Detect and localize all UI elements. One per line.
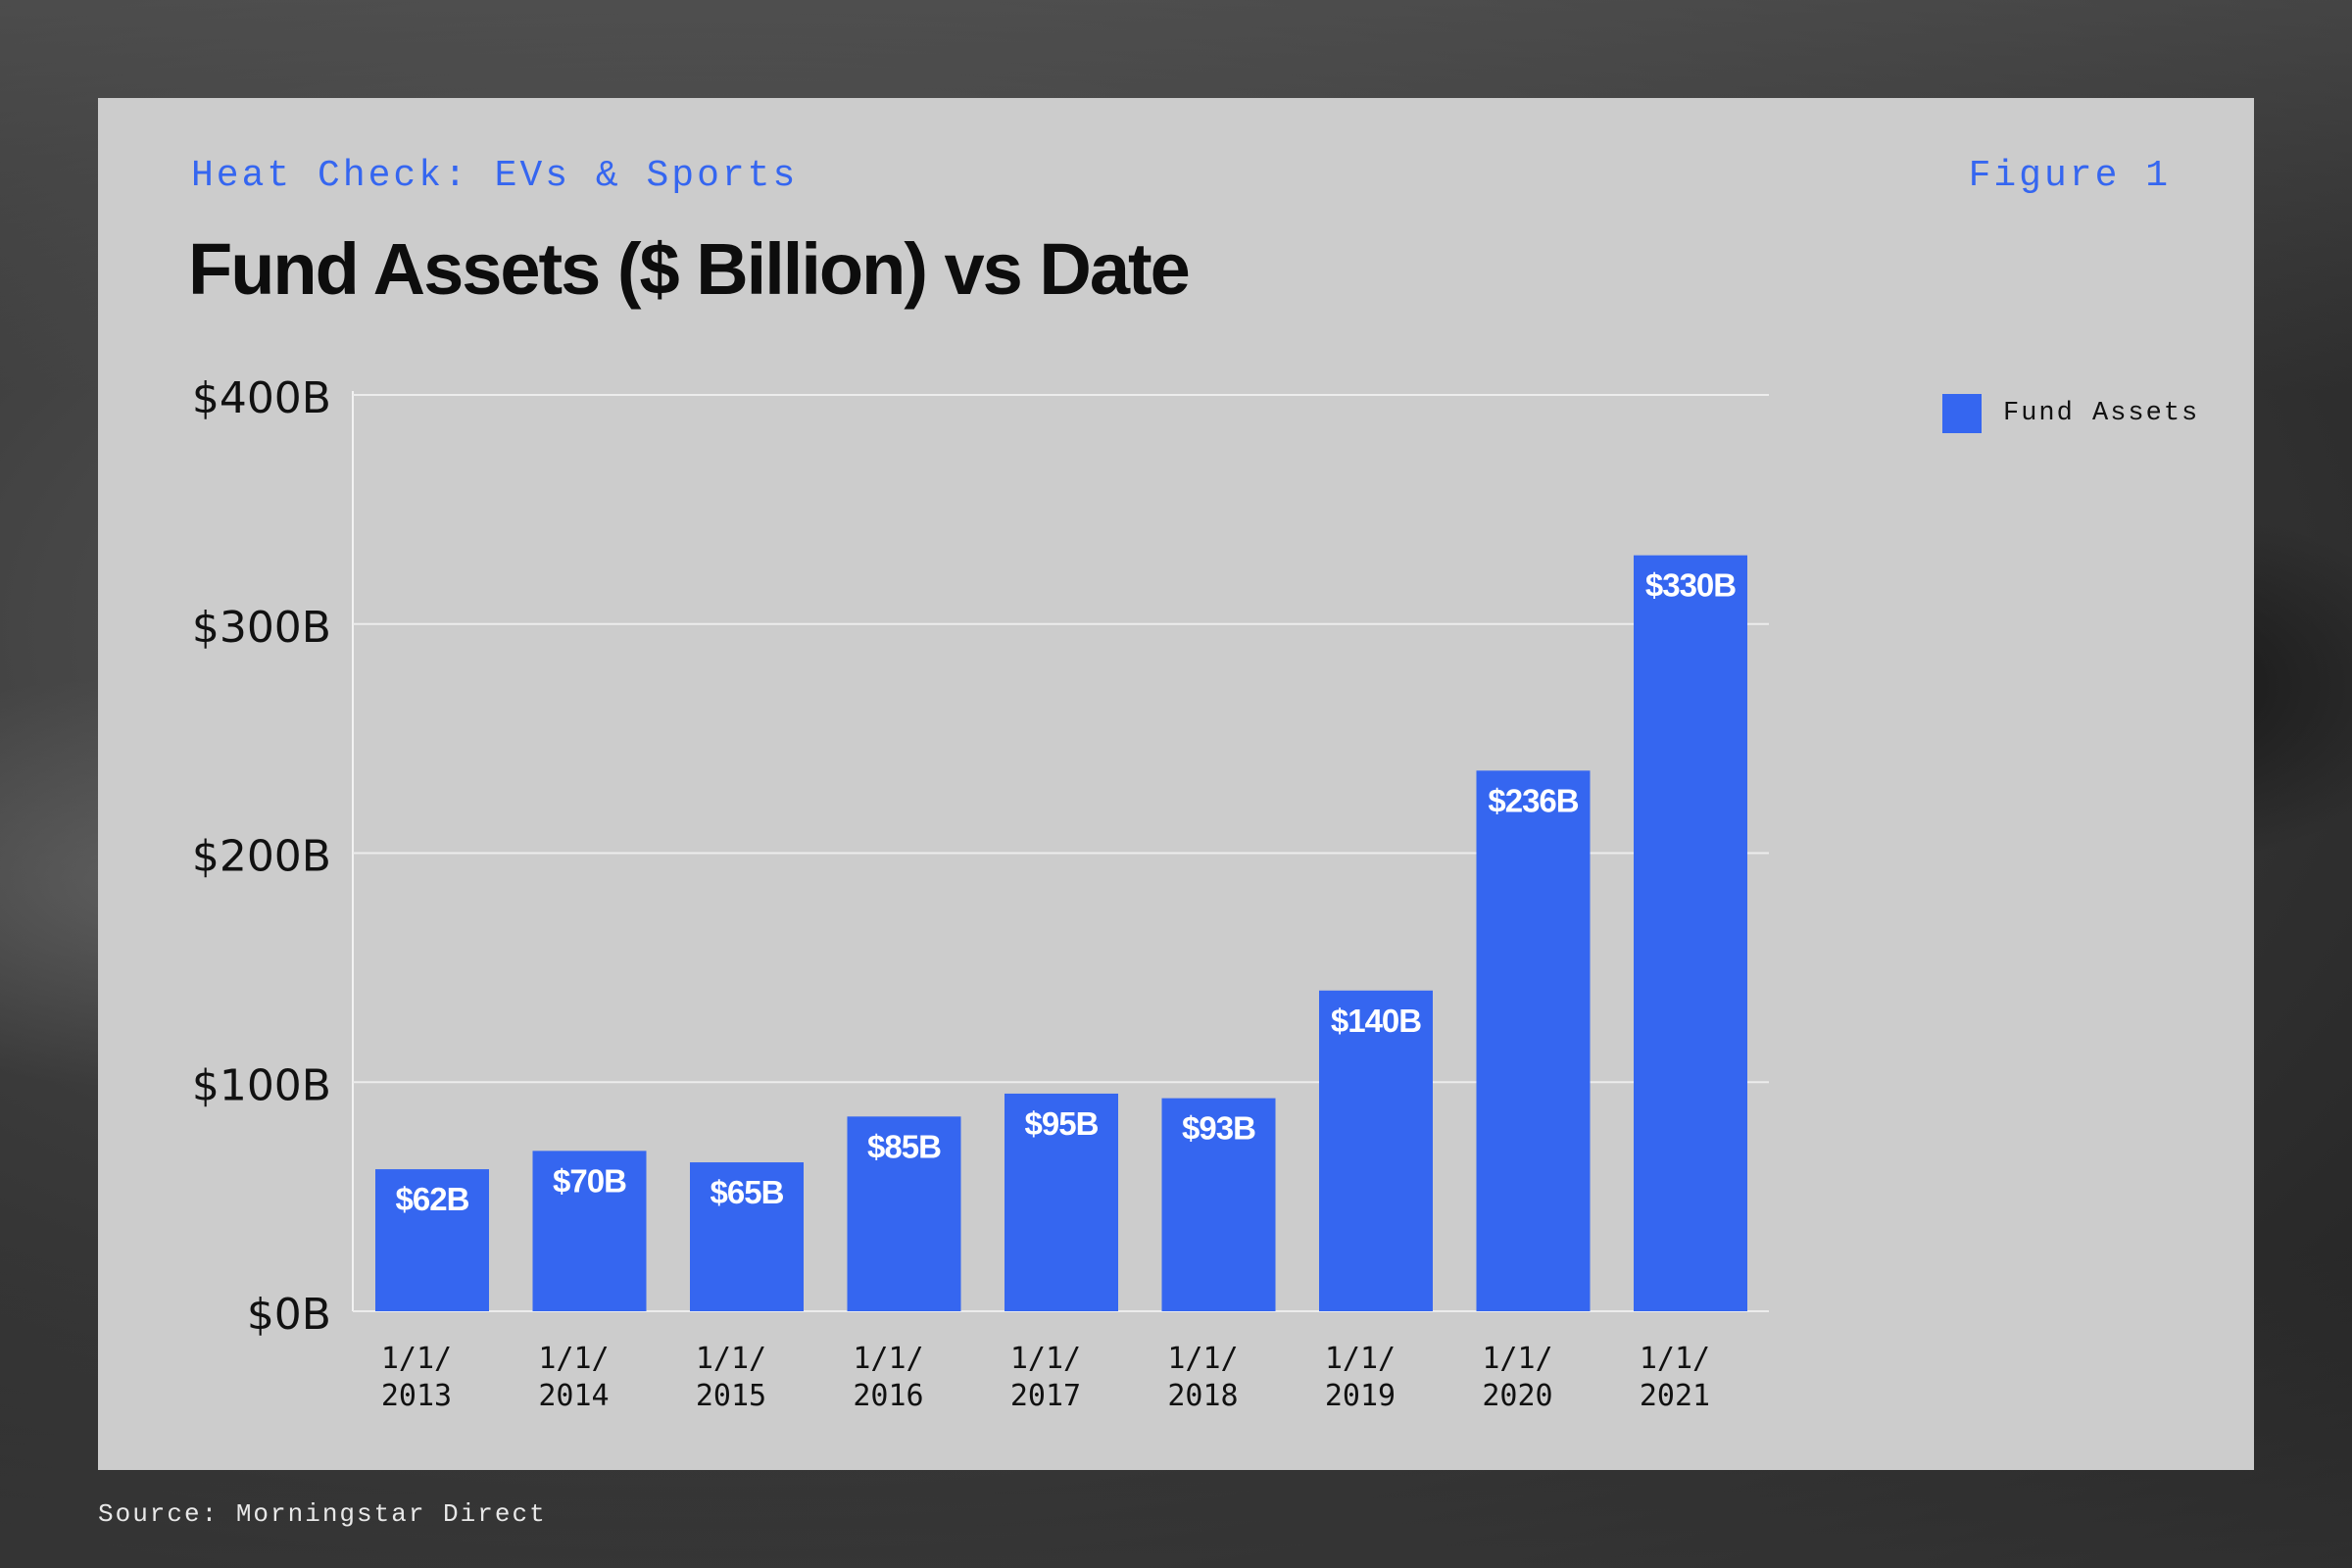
x-tick-label: 1/1/: [696, 1342, 766, 1376]
bar-data-label: $236B: [1488, 782, 1578, 818]
bar: [1319, 990, 1433, 1311]
x-tick-label: 2018: [1167, 1379, 1238, 1413]
y-tick-label: $200B: [192, 832, 331, 882]
y-tick-label: $100B: [192, 1060, 331, 1110]
bars: [375, 555, 1747, 1311]
x-tick-label: 2016: [853, 1379, 923, 1413]
x-tick-label: 1/1/: [381, 1342, 452, 1376]
legend-label-fund-assets: Fund Assets: [2003, 399, 2200, 428]
source-note: Source: Morningstar Direct: [98, 1499, 547, 1529]
bar: [847, 1116, 961, 1311]
bar: [1476, 770, 1591, 1311]
bar-data-label: $140B: [1331, 1003, 1421, 1039]
x-axis-tick-labels: 1/1/20131/1/20141/1/20151/1/20161/1/2017…: [381, 1342, 1710, 1413]
x-tick-label: 1/1/: [1325, 1342, 1396, 1376]
x-tick-label: 2014: [538, 1379, 609, 1413]
x-tick-label: 1/1/: [1167, 1342, 1238, 1376]
series-kicker: Heat Check: EVs & Sports: [191, 155, 799, 197]
bar: [532, 1151, 647, 1311]
bar-data-label: $93B: [1182, 1110, 1255, 1147]
legend-swatch-fund-assets: [1942, 394, 1982, 433]
chart-title: Fund Assets ($ Billion) vs Date: [188, 228, 1191, 310]
bar: [375, 1169, 489, 1311]
x-tick-label: 2013: [381, 1379, 452, 1413]
y-tick-label: $0B: [247, 1290, 331, 1340]
x-tick-label: 1/1/: [1640, 1342, 1710, 1376]
x-tick-label: 1/1/: [1482, 1342, 1552, 1376]
y-axis-tick-labels: $0B $100B $200B $300B $400B: [192, 373, 331, 1340]
y-tick-label: $400B: [192, 373, 331, 423]
x-tick-label: 2021: [1640, 1379, 1710, 1413]
bar: [690, 1162, 804, 1311]
bar-chart: $0B $100B $200B $300B $400B $62B $70B $65B $85B…: [192, 373, 1769, 1413]
x-tick-label: 2019: [1325, 1379, 1396, 1413]
legend: Fund Assets: [1942, 394, 2199, 433]
x-tick-label: 1/1/: [538, 1342, 609, 1376]
bar: [1634, 555, 1747, 1311]
bar: [1161, 1098, 1276, 1311]
bar-data-label: $65B: [710, 1174, 784, 1210]
bar-data-label: $62B: [396, 1181, 469, 1217]
figure-label: Figure 1: [1968, 155, 2171, 197]
x-tick-label: 1/1/: [1010, 1342, 1081, 1376]
bar-data-label: $95B: [1025, 1105, 1099, 1142]
x-tick-label: 1/1/: [853, 1342, 923, 1376]
bar-data-label: $70B: [553, 1162, 626, 1199]
x-tick-label: 2015: [696, 1379, 766, 1413]
bar: [1004, 1093, 1118, 1311]
bar-data-label: $85B: [867, 1128, 941, 1164]
x-tick-label: 2017: [1010, 1379, 1081, 1413]
bar-data-label: $330B: [1645, 567, 1736, 604]
y-tick-label: $300B: [192, 603, 331, 653]
bar-data-labels: $62B $70B $65B $85B $95B $93B $140B $236B $330B: [396, 567, 1738, 1217]
x-tick-label: 2020: [1482, 1379, 1552, 1413]
chart-panel: Heat Check: EVs & Sports Figure 1 Fund A…: [98, 98, 2254, 1470]
